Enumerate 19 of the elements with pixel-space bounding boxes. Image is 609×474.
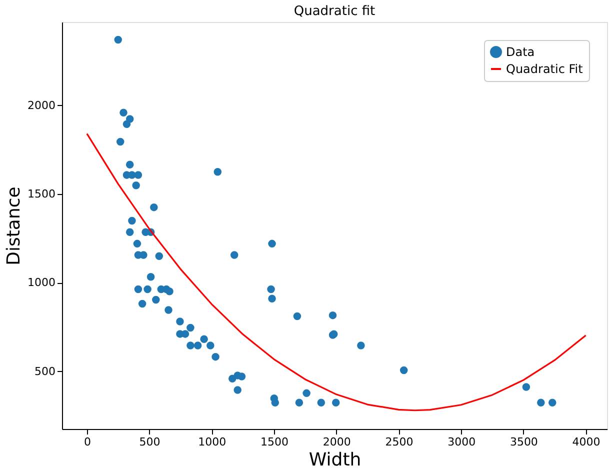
x-tick-label: 2000 [322, 436, 351, 448]
legend-label: Quadratic Fit [506, 62, 584, 76]
y-tick-label: 500 [34, 364, 56, 378]
y-tick-label: 1500 [28, 188, 56, 201]
x-tick-label: 3000 [448, 436, 476, 448]
x-tick-label: 1000 [198, 436, 226, 448]
x-tick-label: 1500 [260, 436, 289, 448]
y-tick-label: 1000 [28, 276, 56, 290]
x-tick-label: 4000 [572, 436, 600, 448]
chart-title: Quadratic fit [294, 4, 376, 19]
x-tick-label: 0 [84, 436, 91, 448]
x-tick-label: 500 [139, 436, 160, 448]
y-tick-label: 2000 [28, 98, 56, 112]
line-series [86, 132, 587, 412]
y-axis-title: Distance [4, 186, 25, 266]
x-tick-label: 2500 [385, 436, 414, 448]
legend-label: Data [506, 45, 535, 59]
x-axis-title: Width [308, 450, 362, 470]
x-tick-label: 3500 [510, 436, 538, 448]
